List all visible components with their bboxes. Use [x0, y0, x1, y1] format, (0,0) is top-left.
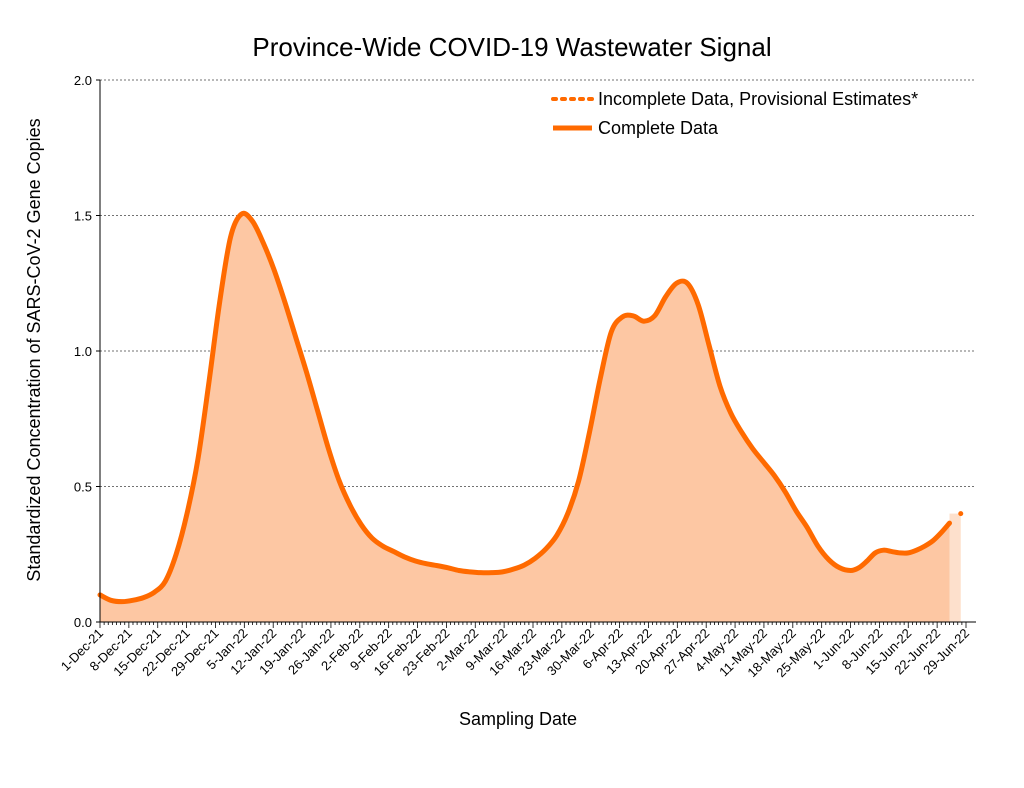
legend-label-provisional: Incomplete Data, Provisional Estimates*: [598, 89, 918, 109]
gridlines: [100, 79, 976, 487]
y-tick-label: 1.5: [74, 209, 92, 224]
y-tick-label: 0.5: [74, 480, 92, 495]
series-area-complete: [100, 213, 950, 623]
plot-area: [97, 210, 964, 623]
y-axis-title: Standardized Concentration of SARS-CoV-2…: [24, 118, 44, 581]
axes: [96, 79, 976, 628]
chart-title: Province-Wide COVID-19 Wastewater Signal: [252, 32, 771, 62]
x-axis-title: Sampling Date: [459, 709, 577, 729]
y-tick-labels: 0.0 0.5 1.0 1.5 2.0: [74, 73, 92, 630]
legend-label-complete: Complete Data: [598, 118, 719, 138]
series-point-provisional: [958, 511, 964, 517]
provisional-area: [949, 513, 961, 622]
x-tick-labels: 1-Dec-218-Dec-2115-Dec-2122-Dec-2129-Dec…: [58, 626, 972, 681]
y-tick-label: 0.0: [74, 615, 92, 630]
series-line-complete: [97, 210, 953, 605]
y-tick-label: 2.0: [74, 73, 92, 88]
y-tick-label: 1.0: [74, 344, 92, 359]
legend: Incomplete Data, Provisional Estimates* …: [551, 89, 918, 138]
